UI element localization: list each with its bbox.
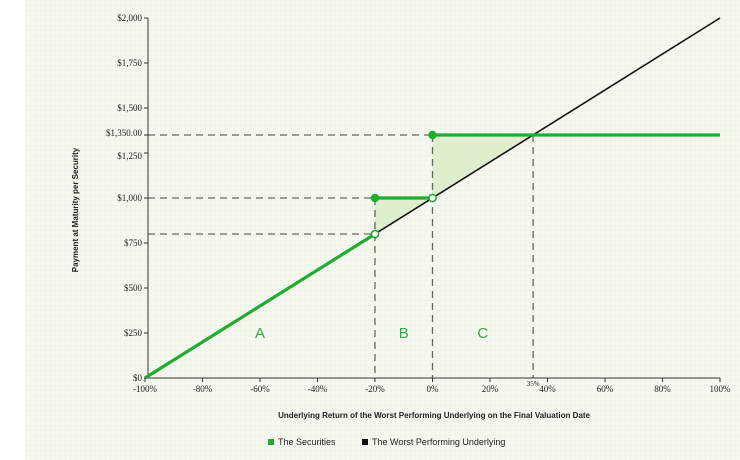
axes: $0 $250 $500 $750 $1,000 $1,250 $1,350.00 $1,50… (106, 13, 731, 394)
x-annotation-35: 35% (527, 380, 540, 388)
y-tick-label: $1,350.00 (106, 128, 143, 138)
y-tick-label: $250 (124, 328, 143, 338)
legend-swatch-securities (268, 439, 274, 445)
x-tick-label: 40% (539, 384, 556, 394)
x-axis-title: Underlying Return of the Worst Performin… (278, 411, 590, 420)
series-segment-securities-0 (144, 232, 376, 380)
legend: The Securities The Worst Performing Unde… (268, 437, 505, 447)
y-tick-label: $1,250 (117, 151, 142, 161)
filled-point-1 (428, 130, 437, 140)
region-label-a: A (255, 325, 265, 342)
x-tick-label: 100% (710, 384, 732, 394)
x-tick-label: 80% (654, 384, 671, 394)
region-label-b: B (399, 325, 409, 342)
y-tick-label: $2,000 (117, 13, 142, 23)
x-tick-label: 0% (427, 384, 440, 394)
x-tick-label: -100% (133, 384, 157, 394)
region-label-c: C (477, 325, 488, 342)
y-tick-label: $1,000 (117, 193, 142, 203)
y-tick-label: $500 (124, 283, 143, 293)
chart-labels: A B C 35% (255, 325, 540, 388)
x-tick-label: -60% (250, 384, 270, 394)
legend-swatch-underlying (362, 439, 368, 445)
x-tick-label: -20% (365, 384, 385, 394)
y-axis-title: Payment at Maturity per Security (71, 147, 80, 272)
y-tick-label: $1,500 (117, 103, 142, 113)
filled-point-0 (370, 193, 380, 203)
open-point-0 (370, 229, 380, 239)
x-tick-label: 20% (482, 384, 499, 394)
legend-label-underlying: The Worst Performing Underlying (372, 437, 505, 447)
x-tick-label: -40% (308, 384, 328, 394)
reference-lines (148, 134, 534, 378)
x-tick-label: -80% (193, 384, 213, 394)
x-tick-label: 60% (597, 384, 614, 394)
series-points (370, 130, 437, 239)
legend-label-securities: The Securities (278, 437, 336, 447)
open-point-1 (428, 193, 437, 203)
y-tick-label: $750 (124, 238, 143, 248)
y-tick-label: $1,750 (117, 58, 142, 68)
y-tick-label: $0 (133, 373, 143, 383)
